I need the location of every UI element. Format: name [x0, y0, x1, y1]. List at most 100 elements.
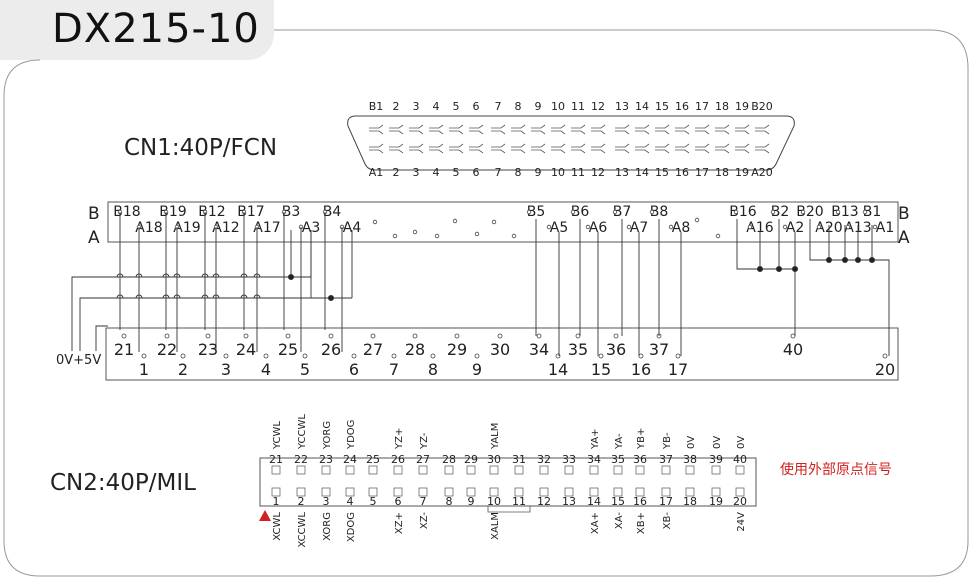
- wire-crossover: [253, 294, 261, 299]
- cn2-lower-pin-number: 13: [562, 495, 576, 508]
- dsub-pin-b: [615, 124, 630, 135]
- terminal-a-label: A3: [302, 220, 320, 236]
- dsub-top-label: 18: [715, 100, 729, 113]
- cn2-lower-pin-number: 16: [633, 495, 647, 508]
- terminal-top-number: 25: [278, 340, 298, 359]
- dsub-bottom-label: 10: [551, 166, 565, 179]
- dsub-pin-b: [491, 124, 506, 135]
- dsub-pin-a: [531, 143, 546, 154]
- terminal-b-dot: [526, 209, 532, 215]
- dsub-pin-a: [571, 143, 586, 154]
- cn2-upper-pin-number: 25: [366, 453, 380, 466]
- terminal-bottom-dot: [351, 353, 357, 359]
- terminal-top-dot: [205, 333, 211, 339]
- terminal-top-dot: [454, 333, 460, 339]
- unused-terminal-dot: [491, 219, 497, 225]
- dsub-pin-b: [591, 124, 606, 135]
- cn2-lower-pin: [444, 487, 454, 497]
- dsub-top-label: 17: [695, 100, 709, 113]
- cn2-lower-pin-number: 14: [587, 495, 601, 508]
- dsub-pin-a: [409, 143, 424, 154]
- wire-crossover: [173, 273, 181, 278]
- cn2-upper-signal: 0V: [736, 436, 747, 449]
- terminal-b-label: B17: [237, 204, 264, 220]
- dsub-top-label: B1: [369, 100, 384, 113]
- dsub-bottom-label: 19: [735, 166, 749, 179]
- cn2-lower-pin-number: 10: [487, 495, 501, 508]
- outer-frame: [3, 29, 969, 577]
- cn2-lower-pin: [539, 487, 549, 497]
- terminal-top-number: 24: [236, 340, 256, 359]
- cn2-lower-signal: XB-: [662, 512, 673, 530]
- junction-dot: [327, 294, 335, 302]
- cn2-upper-signal: YA-: [614, 433, 625, 450]
- cn2-upper-pin-number: 34: [587, 453, 601, 466]
- terminal-a-dot: [845, 224, 851, 230]
- dsub-top-label: 8: [515, 100, 522, 113]
- cn2-lower-pin: [345, 487, 355, 497]
- cn2-upper-pin-number: 28: [442, 453, 456, 466]
- cn2-lower-signal: XALM: [490, 512, 501, 540]
- wire-0v: [71, 276, 311, 351]
- terminal-b-label: B12: [198, 204, 225, 220]
- wire-crossover: [240, 294, 248, 299]
- cn2-upper-pin-number: 39: [709, 453, 723, 466]
- cn2-upper-pin: [321, 465, 331, 475]
- cn2-lower-pin: [368, 487, 378, 497]
- terminal-bottom-number: 5: [300, 360, 310, 379]
- dsub-pin-a: [369, 143, 384, 154]
- cn2-upper-signal: 0V: [712, 436, 723, 449]
- terminal-b-label: B7: [613, 204, 632, 220]
- dsub-pin-b: [635, 124, 650, 135]
- unused-terminal-dot: [392, 233, 398, 239]
- dsub-pin-b: [449, 124, 464, 135]
- cn2-lower-signal: XA+: [590, 512, 601, 534]
- dsub-pin-a: [715, 143, 730, 154]
- terminal-bottom-dot: [263, 353, 269, 359]
- terminal-b-label: B20: [796, 204, 823, 220]
- cn2-upper-pin: [539, 465, 549, 475]
- dsub-pin-a: [591, 143, 606, 154]
- dsub-pin-b: [735, 124, 750, 135]
- terminal-b-label: B4: [323, 204, 342, 220]
- dsub-top-label: 7: [495, 100, 502, 113]
- terminal-top-number: 22: [157, 340, 177, 359]
- model-title: DX215-10: [52, 6, 260, 52]
- junction-dot: [868, 256, 876, 264]
- cn2-lower-signal: XORG: [322, 512, 333, 541]
- terminal-b-dot: [862, 209, 868, 215]
- terminal-top-dot: [575, 333, 581, 339]
- cn2-lower-signal: 24V: [736, 512, 747, 532]
- junction-dot: [841, 256, 849, 264]
- terminal-bottom-number: 9: [472, 360, 482, 379]
- dsub-top-label: 9: [535, 100, 542, 113]
- terminal-b-dot: [649, 209, 655, 215]
- terminal-bottom-dot: [882, 353, 888, 359]
- dsub-pin-a: [655, 143, 670, 154]
- cn2-upper-signal: YB-: [662, 432, 673, 450]
- wire-crossover: [253, 273, 261, 278]
- terminal-a-label: A5: [550, 220, 568, 236]
- terminal-a-dot: [872, 224, 878, 230]
- cn2-lower-pin-number: 19: [709, 495, 723, 508]
- cn2-upper-pin-number: 37: [659, 453, 673, 466]
- cn2-lower-pin: [296, 487, 306, 497]
- wire-crossover: [162, 273, 170, 278]
- terminal-b-label: B1: [863, 204, 882, 220]
- terminal-top-number: 34: [529, 340, 549, 359]
- terminal-bottom-number: 7: [389, 360, 399, 379]
- cn2-upper-pin-number: 30: [487, 453, 501, 466]
- terminal-top-dot: [285, 333, 291, 339]
- cn2-lower-pin: [514, 487, 524, 497]
- dsub-bottom-label: 13: [615, 166, 629, 179]
- dsub-bottom-label: 14: [635, 166, 649, 179]
- row-a-label-left: A: [88, 228, 100, 248]
- dsub-pin-b: [369, 124, 384, 135]
- terminal-a-dot: [626, 224, 632, 230]
- terminal-top-number: 23: [198, 340, 218, 359]
- dsub-top-labels: B1 2 3 4 5 6 7 8 9 10 11 12 13 14 15 16 17 18 19 B20: [369, 100, 773, 113]
- dsub-top-label: 14: [635, 100, 649, 113]
- terminal-bottom-dot: [180, 353, 186, 359]
- dsub-pin-a: [615, 143, 630, 154]
- dsub-pin-a: [675, 143, 690, 154]
